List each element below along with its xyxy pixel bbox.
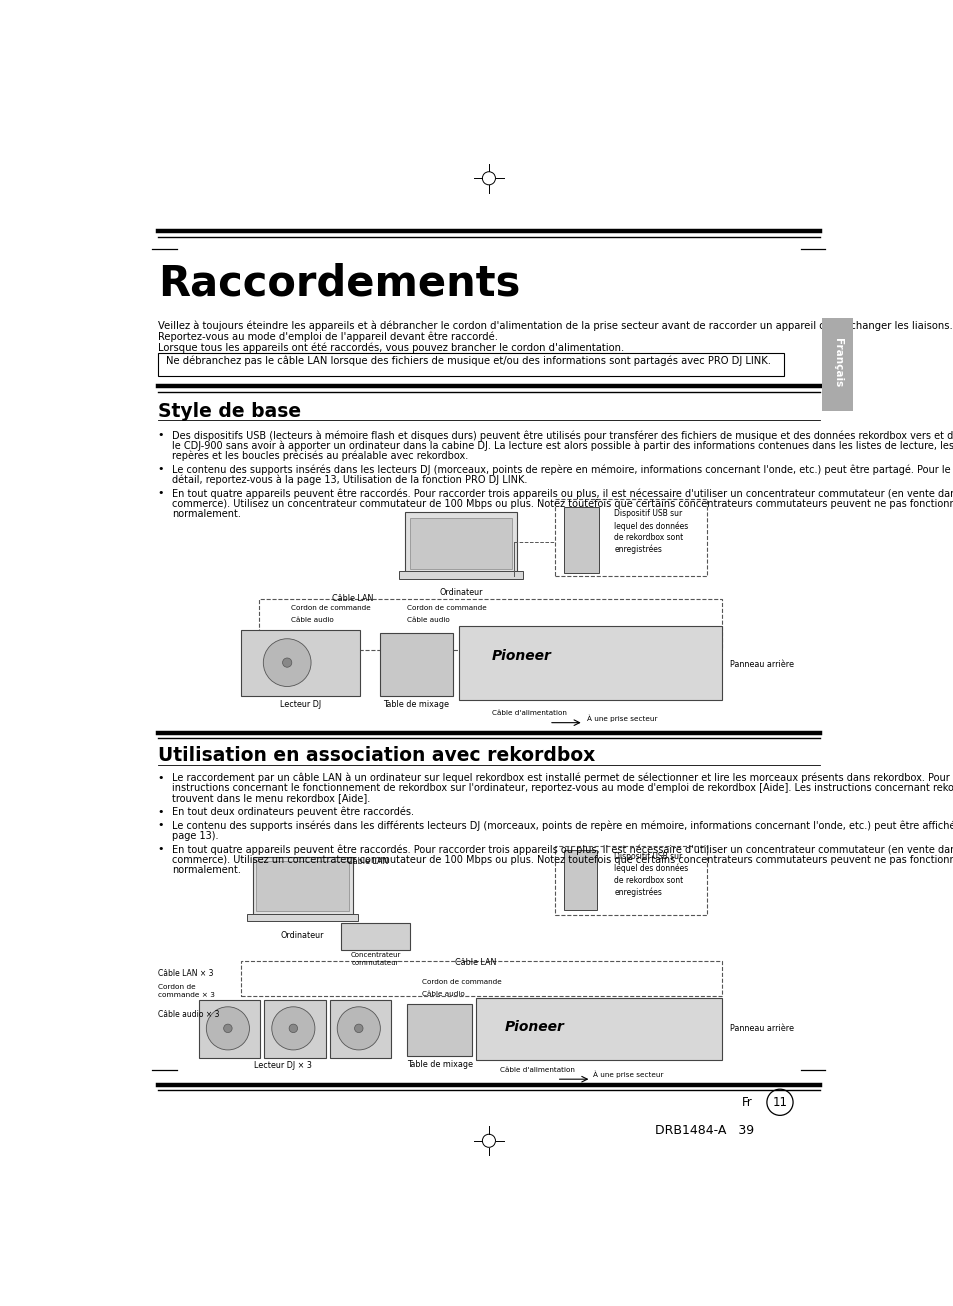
Circle shape xyxy=(336,1007,380,1050)
Bar xyxy=(458,627,721,700)
Circle shape xyxy=(272,1007,314,1050)
Text: •: • xyxy=(157,845,164,854)
Text: Style de base: Style de base xyxy=(157,401,300,421)
Text: le CDJ-900 sans avoir à apporter un ordinateur dans la cabine DJ. La lecture est: le CDJ-900 sans avoir à apporter un ordi… xyxy=(172,440,953,451)
Bar xyxy=(329,1000,391,1058)
Text: Cordon de commande: Cordon de commande xyxy=(406,605,486,611)
Text: •: • xyxy=(157,430,164,440)
Text: En tout deux ordinateurs peuvent être raccordés.: En tout deux ordinateurs peuvent être ra… xyxy=(172,807,414,818)
Text: •: • xyxy=(157,465,164,474)
Text: •: • xyxy=(157,488,164,498)
Text: En tout quatre appareils peuvent être raccordés. Pour raccorder trois appareils : En tout quatre appareils peuvent être ra… xyxy=(172,845,953,855)
Bar xyxy=(241,631,360,696)
Text: Lecteur DJ × 3: Lecteur DJ × 3 xyxy=(254,1062,312,1071)
Text: Le contenu des supports insérés dans les lecteurs DJ (morceaux, points de repère: Le contenu des supports insérés dans les… xyxy=(172,465,949,475)
Circle shape xyxy=(282,658,292,667)
Text: •: • xyxy=(157,820,164,831)
Bar xyxy=(264,1000,325,1058)
Text: Des dispositifs USB (lecteurs à mémoire flash et disques durs) peuvent être util: Des dispositifs USB (lecteurs à mémoire … xyxy=(172,430,953,440)
Text: normalement.: normalement. xyxy=(172,865,240,875)
Text: Ordinateur: Ordinateur xyxy=(280,931,324,939)
Text: Table de mixage: Table de mixage xyxy=(383,700,449,709)
Circle shape xyxy=(223,1024,232,1033)
Text: Français: Français xyxy=(832,338,841,388)
Text: Fr: Fr xyxy=(741,1096,752,1109)
Text: commerce). Utilisez un concentrateur commutateur de 100 Mbps ou plus. Notez tout: commerce). Utilisez un concentrateur com… xyxy=(172,499,953,508)
Text: Câble LAN × 3: Câble LAN × 3 xyxy=(157,969,213,978)
Bar xyxy=(341,923,410,949)
Text: normalement.: normalement. xyxy=(172,509,240,518)
Bar xyxy=(564,850,596,910)
Text: Panneau arrière: Panneau arrière xyxy=(729,1024,793,1033)
Text: Veillez à toujours éteindre les appareils et à débrancher le cordon d'alimentati: Veillez à toujours éteindre les appareil… xyxy=(157,321,952,332)
Text: commerce). Utilisez un concentrateur commutateur de 100 Mbps ou plus. Notez tout: commerce). Utilisez un concentrateur com… xyxy=(172,854,953,865)
Bar xyxy=(247,914,357,921)
Bar xyxy=(258,599,721,649)
Text: repères et les boucles précisés au préalable avec rekordbox.: repères et les boucles précisés au préal… xyxy=(172,451,467,461)
Text: Câble audio: Câble audio xyxy=(421,991,464,998)
Text: Table de mixage: Table de mixage xyxy=(406,1060,472,1068)
Text: détail, reportez-vous à la page 13, Utilisation de la fonction PRO DJ LINK.: détail, reportez-vous à la page 13, Util… xyxy=(172,474,526,486)
Text: Dispositif USB sur
lequel des données
de rekordbox sont
enregistrées: Dispositif USB sur lequel des données de… xyxy=(614,852,688,897)
Bar xyxy=(409,518,512,568)
Text: page 13).: page 13). xyxy=(172,831,218,841)
Text: Câble audio × 3: Câble audio × 3 xyxy=(157,1010,219,1019)
Text: Le raccordement par un câble LAN à un ordinateur sur lequel rekordbox est instal: Le raccordement par un câble LAN à un or… xyxy=(172,773,953,784)
Text: Câble LAN: Câble LAN xyxy=(347,858,388,866)
Text: DRB1484-A   39: DRB1484-A 39 xyxy=(655,1124,754,1138)
Bar xyxy=(379,632,453,696)
Circle shape xyxy=(289,1024,297,1033)
Text: Le contenu des supports insérés dans les différents lecteurs DJ (morceaux, point: Le contenu des supports insérés dans les… xyxy=(172,820,953,831)
Text: Câble d'alimentation: Câble d'alimentation xyxy=(492,709,567,716)
Bar xyxy=(476,998,721,1060)
Text: Câble LAN: Câble LAN xyxy=(332,594,373,603)
Bar xyxy=(398,571,522,579)
Bar xyxy=(241,961,721,996)
Text: Dispositif USB sur
lequel des données
de rekordbox sont
enregistrées: Dispositif USB sur lequel des données de… xyxy=(614,509,688,554)
Text: Câble audio: Câble audio xyxy=(291,618,334,623)
Text: •: • xyxy=(157,773,164,782)
Circle shape xyxy=(355,1024,363,1033)
Bar xyxy=(406,1004,472,1057)
Bar xyxy=(256,861,349,912)
Bar xyxy=(157,353,783,376)
Text: Câble LAN: Câble LAN xyxy=(455,957,496,966)
Bar xyxy=(555,846,706,916)
Text: Cordon de commande: Cordon de commande xyxy=(291,605,371,611)
Bar xyxy=(198,1000,260,1058)
Text: Panneau arrière: Panneau arrière xyxy=(729,661,793,670)
Text: trouvent dans le menu rekordbox [Aide].: trouvent dans le menu rekordbox [Aide]. xyxy=(172,794,370,803)
Text: instructions concernant le fonctionnement de rekordbox sur l'ordinateur, reporte: instructions concernant le fonctionnemen… xyxy=(172,784,953,793)
Text: En tout quatre appareils peuvent être raccordés. Pour raccorder trois appareils : En tout quatre appareils peuvent être ra… xyxy=(172,488,953,499)
Text: Cordon de
commande × 3: Cordon de commande × 3 xyxy=(157,985,214,998)
Text: À une prise secteur: À une prise secteur xyxy=(587,714,658,722)
Text: Lecteur DJ: Lecteur DJ xyxy=(280,700,321,709)
Bar xyxy=(253,858,353,916)
Bar xyxy=(405,512,517,572)
Text: 11: 11 xyxy=(772,1096,786,1109)
Bar xyxy=(821,319,852,411)
Text: Raccordements: Raccordements xyxy=(157,263,519,306)
Circle shape xyxy=(263,639,311,687)
Bar xyxy=(555,499,706,576)
Text: Reportez-vous au mode d'emploi de l'appareil devant être raccordé.: Reportez-vous au mode d'emploi de l'appa… xyxy=(157,332,497,342)
Text: Lorsque tous les appareils ont été raccordés, vous pouvez brancher le cordon d'a: Lorsque tous les appareils ont été racco… xyxy=(157,342,623,353)
Circle shape xyxy=(206,1007,249,1050)
Text: Câble audio: Câble audio xyxy=(406,618,449,623)
Text: Cordon de commande: Cordon de commande xyxy=(421,980,501,985)
Text: Ordinateur: Ordinateur xyxy=(438,588,482,597)
Text: Pioneer: Pioneer xyxy=(491,649,551,662)
Text: À une prise secteur: À une prise secteur xyxy=(592,1071,662,1079)
Text: Concentrateur
commutateur: Concentrateur commutateur xyxy=(350,952,400,965)
Bar xyxy=(564,507,598,572)
Text: Utilisation en association avec rekordbox: Utilisation en association avec rekordbo… xyxy=(157,746,595,765)
Text: Ne débranchez pas le câble LAN lorsque des fichiers de musique et/ou des informa: Ne débranchez pas le câble LAN lorsque d… xyxy=(166,355,770,366)
Text: Pioneer: Pioneer xyxy=(504,1020,564,1034)
Text: •: • xyxy=(157,807,164,818)
Text: Câble d'alimentation: Câble d'alimentation xyxy=(499,1067,575,1072)
